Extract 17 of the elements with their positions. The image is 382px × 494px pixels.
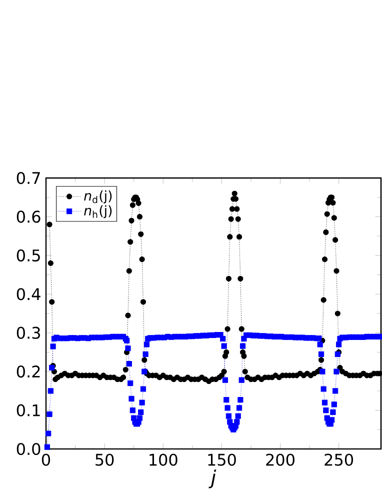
y-tick-label: 0.0: [16, 442, 40, 456]
legend-label: n$_{d}$(j): [84, 190, 112, 204]
x-tick-label: 100: [149, 454, 178, 466]
x-tick-label: 250: [324, 454, 353, 466]
y-tick-label: 0.4: [16, 288, 40, 300]
x-tick-label: 200: [266, 454, 294, 466]
x-tick-label: 0: [42, 454, 50, 466]
y-tick-label: 0.1: [16, 404, 40, 416]
y-tick-label: 0.5: [16, 249, 40, 262]
y-tick-label: 0.3: [16, 326, 40, 339]
y-tick-label: 0.7: [16, 172, 40, 184]
legend-label: n$_{h}$(j): [84, 205, 112, 218]
y-tick-label: 0.2: [16, 366, 40, 378]
y-tick-label: 0.6: [16, 210, 40, 223]
x-tick-label: 150: [208, 454, 236, 466]
x-axis-title: j: [208, 470, 216, 488]
x-tick-label: 50: [95, 454, 114, 466]
